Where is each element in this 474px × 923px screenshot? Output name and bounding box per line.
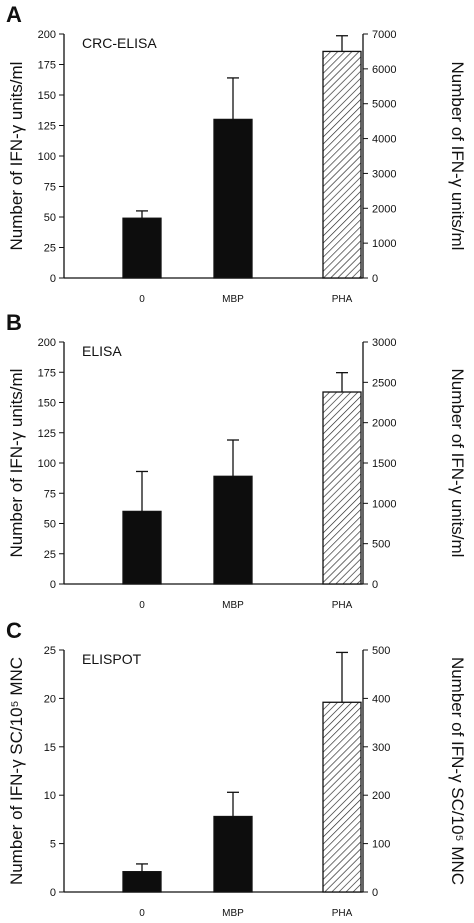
assay-label: ELISA [82,343,122,359]
right-tick-label: 5000 [372,99,396,111]
right-tick-label: 0 [372,273,378,285]
category-label: MBP [222,908,244,919]
left-tick-label: 5 [50,839,56,851]
right-tick-label: 2000 [372,418,396,430]
right-axis-title: Number of IFN-γ units/ml [448,369,467,558]
right-tick-label: 6000 [372,64,396,76]
category-label: PHA [332,908,353,919]
left-tick-label: 75 [44,182,56,194]
category-label: MBP [222,600,244,611]
right-tick-label: 500 [372,645,390,657]
left-tick-label: 100 [38,458,56,470]
right-axis-title: Number of IFN-γ SC/10⁵ MNC [448,657,467,885]
right-tick-label: 0 [372,579,378,591]
right-tick-label: 1500 [372,458,396,470]
left-tick-label: 125 [38,121,56,133]
left-tick-label: 175 [38,60,56,72]
bar-pha [322,391,362,585]
right-tick-label: 500 [372,539,390,551]
left-tick-label: 50 [44,519,56,531]
right-tick-label: 300 [372,742,390,754]
right-tick-label: 4000 [372,134,396,146]
bar-pha [322,701,362,893]
right-tick-label: 2000 [372,203,396,215]
left-axis-title: Number of IFN-γ units/ml [7,369,26,558]
right-tick-label: 0 [372,887,378,899]
left-tick-label: 75 [44,488,56,500]
right-tick-label: 3000 [372,337,396,349]
left-tick-label: 0 [50,273,56,285]
right-tick-label: 200 [372,790,390,802]
right-tick-label: 1000 [372,238,396,250]
bar-0 [122,510,162,585]
category-label: MBP [222,294,244,305]
left-tick-label: 0 [50,887,56,899]
panel-letter: A [6,2,22,27]
right-tick-label: 100 [372,839,390,851]
left-tick-label: 150 [38,398,56,410]
right-tick-label: 7000 [372,29,396,41]
right-axis-title: Number of IFN-γ units/ml [448,62,467,251]
left-tick-label: 200 [38,29,56,41]
category-label: PHA [332,600,353,611]
category-label: 0 [139,294,145,305]
category-label: 0 [139,600,145,611]
right-tick-label: 2500 [372,377,396,389]
left-tick-label: 25 [44,243,56,255]
left-tick-label: 25 [44,645,56,657]
left-tick-label: 175 [38,367,56,379]
left-tick-label: 100 [38,151,56,163]
right-tick-label: 1000 [372,498,396,510]
left-tick-label: 20 [44,693,56,705]
panel-letter: C [6,618,22,643]
bar-0 [122,217,162,279]
left-tick-label: 25 [44,549,56,561]
left-tick-label: 50 [44,212,56,224]
assay-label: CRC-ELISA [82,35,157,51]
bar-mbp [213,118,253,279]
bar-mbp [213,815,253,893]
bar-mbp [213,475,253,585]
panel-letter: B [6,310,22,335]
panel-a: A025507510012515017520001000200030004000… [6,2,467,305]
left-tick-label: 125 [38,428,56,440]
left-tick-label: 150 [38,90,56,102]
category-label: PHA [332,294,353,305]
left-tick-label: 200 [38,337,56,349]
left-tick-label: 0 [50,579,56,591]
category-label: 0 [139,908,145,919]
bar-pha [322,50,362,279]
bar-0 [122,871,162,893]
panel-b: B025507510012515017520005001000150020002… [6,310,467,611]
left-tick-label: 10 [44,790,56,802]
left-axis-title: Number of IFN-γ units/ml [7,62,26,251]
left-axis-title: Number of IFN-γ SC/10⁵ MNC [7,657,26,885]
panel-c: C 0 5 10 15 20 25 0 100 200 300 400 500 Number of IFN… [6,618,467,919]
right-tick-label: 400 [372,693,390,705]
right-tick-label: 3000 [372,168,396,180]
assay-label: ELISPOT [82,651,142,667]
left-tick-label: 15 [44,742,56,754]
